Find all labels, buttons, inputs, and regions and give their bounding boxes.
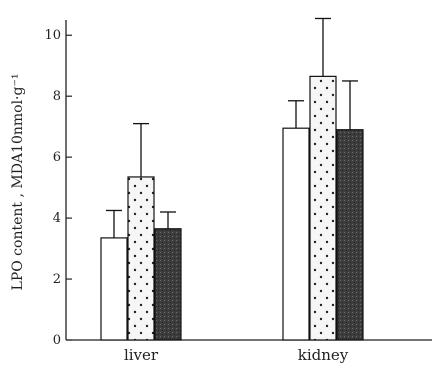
bar-kidney-series-2	[309, 75, 337, 341]
bar-liver-series-1	[100, 237, 128, 341]
labels-layer: 0 2 4 6 8 10 liver kidney	[44, 28, 348, 364]
bar-liver-series-3	[154, 228, 182, 341]
x-tick-label-liver: liver	[124, 346, 159, 364]
y-tick-label: 6	[53, 150, 61, 165]
y-tick-label: 10	[44, 28, 61, 43]
bar-liver-series-2	[127, 176, 155, 341]
y-tick-label: 4	[53, 211, 61, 226]
y-axis-label: LPO content , MDA10nmol·g⁻¹	[10, 74, 26, 291]
y-tick-label: 2	[53, 272, 61, 287]
y-tick-label: 0	[53, 333, 61, 348]
x-tick-label-kidney: kidney	[298, 346, 349, 364]
bar-kidney-series-3	[336, 129, 364, 341]
bars-layer	[100, 17, 364, 341]
y-tick-label: 8	[53, 89, 61, 104]
bar-kidney-series-1	[282, 127, 310, 341]
